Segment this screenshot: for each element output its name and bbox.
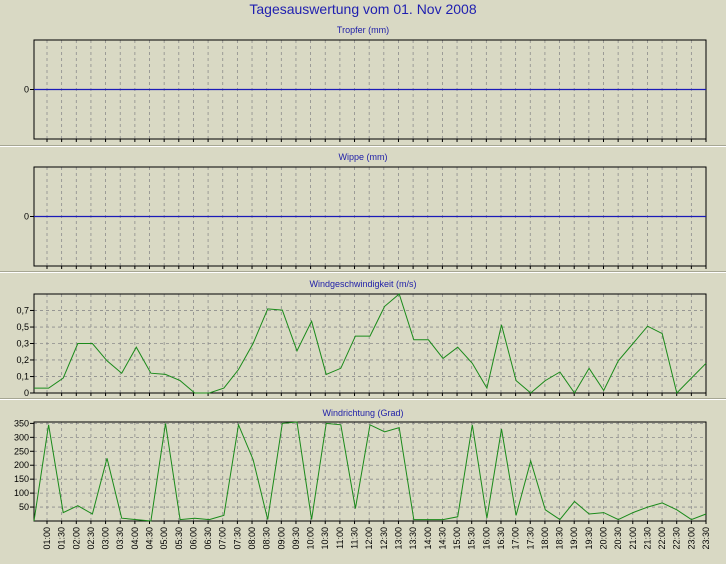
y-tick-label: 150 — [14, 474, 29, 484]
x-tick-label: 16:00 — [481, 527, 491, 550]
y-tick-label: 0,7 — [16, 305, 29, 315]
x-tick-label: 07:30 — [232, 527, 242, 550]
x-tick-label: 13:30 — [408, 527, 418, 550]
y-tick-label: 350 — [14, 418, 29, 428]
y-tick-label: 0 — [24, 212, 29, 222]
x-tick-label: 20:00 — [598, 527, 608, 550]
x-tick-label: 15:30 — [467, 527, 477, 550]
x-tick-label: 12:30 — [379, 527, 389, 550]
x-tick-label: 06:00 — [188, 527, 198, 550]
x-tick-label: 23:00 — [686, 527, 696, 550]
x-tick-label: 21:00 — [628, 527, 638, 550]
y-tick-label: 0 — [24, 388, 29, 398]
x-tick-label: 01:30 — [57, 527, 67, 550]
y-tick-label: 0,3 — [16, 339, 29, 349]
y-tick-label: 200 — [14, 460, 29, 470]
x-tick-label: 14:00 — [423, 527, 433, 550]
x-tick-label: 19:30 — [584, 527, 594, 550]
plot-frame — [33, 421, 707, 522]
x-tick-label: 18:00 — [540, 527, 550, 550]
x-tick-label: 10:00 — [306, 527, 316, 550]
x-tick-label: 10:30 — [320, 527, 330, 550]
x-tick-label: 01:00 — [42, 527, 52, 550]
x-tick-label: 02:30 — [86, 527, 96, 550]
x-tick-label: 08:00 — [247, 527, 257, 550]
x-tick-label: 15:00 — [452, 527, 462, 550]
chart-panel-2: Wippe (mm) 0 — [24, 152, 707, 269]
x-tick-label: 16:30 — [496, 527, 506, 550]
x-tick-label: 18:30 — [555, 527, 565, 550]
x-tick-label: 22:00 — [657, 527, 667, 550]
y-tick-label: 100 — [14, 488, 29, 498]
x-tick-label: 11:30 — [350, 527, 360, 549]
y-tick-label: 250 — [14, 446, 29, 456]
x-tick-label: 23:30 — [701, 527, 711, 550]
chart-panel-3: Windgeschwindigkeit (m/s) 0 0,1 0,2 0,3 0,5 0,… — [16, 279, 707, 398]
x-tick-label: 22:30 — [672, 527, 682, 550]
x-tick-label: 17:30 — [525, 527, 535, 550]
chart-title: Tropfer (mm) — [337, 25, 389, 35]
y-tick-label: 300 — [14, 432, 29, 442]
x-tick-label: 14:30 — [437, 527, 447, 550]
chart-panel-1: Tropfer (mm) 0 — [24, 25, 707, 142]
x-tick-label: 12:00 — [364, 527, 374, 550]
x-tick-label: 17:00 — [511, 527, 521, 550]
x-tick-label: 05:00 — [159, 527, 169, 550]
x-tick-label: 02:00 — [71, 527, 81, 550]
y-tick-label: 0 — [24, 85, 29, 95]
x-tick-label: 06:30 — [203, 527, 213, 550]
x-tick-label: 03:30 — [115, 527, 125, 550]
x-tick-label: 05:30 — [174, 527, 184, 550]
x-tick-label: 20:30 — [613, 527, 623, 550]
data-series-line — [34, 293, 707, 394]
x-tick-label: 21:30 — [642, 527, 652, 550]
x-tick-label: 13:00 — [393, 527, 403, 550]
chart-title: Windgeschwindigkeit (m/s) — [309, 279, 416, 289]
y-tick-label: 0,5 — [16, 322, 29, 332]
x-tick-label: 07:00 — [218, 527, 228, 550]
x-tick-label: 08:30 — [262, 527, 272, 550]
chart-panel-4: Windrichtung (Grad) 50 100 150 200 250 300 350 — [14, 408, 707, 524]
x-tick-label: 04:30 — [145, 527, 155, 550]
y-tick-label: 0,1 — [16, 372, 29, 382]
x-tick-label: 19:00 — [569, 527, 579, 550]
x-tick-label: 11:00 — [335, 527, 345, 549]
chart-title: Windrichtung (Grad) — [322, 408, 403, 418]
chart-title: Wippe (mm) — [339, 152, 388, 162]
x-tick-label: 09:00 — [276, 527, 286, 550]
x-tick-label: 03:00 — [101, 527, 111, 550]
y-tick-label: 50 — [19, 502, 29, 512]
y-tick-label: 0,2 — [16, 355, 29, 365]
x-tick-label: 09:30 — [291, 527, 301, 550]
x-tick-label: 04:00 — [130, 527, 140, 550]
data-series-line — [33, 421, 707, 522]
page-title: Tagesauswertung vom 01. Nov 2008 — [249, 1, 477, 17]
